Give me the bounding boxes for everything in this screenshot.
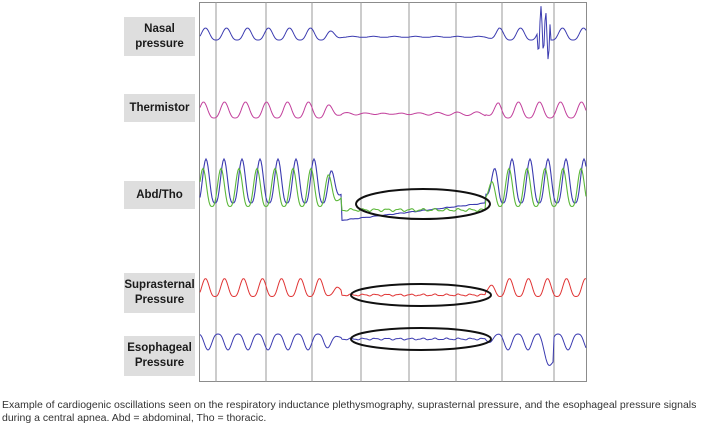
- esophageal-pressure-trace: [199, 333, 587, 366]
- suprasternal-oscillation-ellipse: [350, 283, 492, 307]
- figure-caption: Example of cardiogenic oscillations seen…: [2, 399, 697, 424]
- abd-tho-label: Abd/Tho: [124, 181, 195, 209]
- thoracic-trace: [199, 167, 587, 213]
- esophageal-oscillation-ellipse: [350, 327, 492, 351]
- esophageal-pressure-label: Esophageal Pressure: [124, 336, 195, 376]
- suprasternal-pressure-trace: [199, 278, 586, 298]
- abdominal-trace: [199, 157, 587, 221]
- suprasternal-pressure-label: Suprasternal Pressure: [124, 273, 195, 313]
- polysomnography-traces: [199, 2, 587, 382]
- abd-tho-oscillation-ellipse: [355, 188, 491, 220]
- nasal-pressure-label: Nasal pressure: [124, 17, 195, 56]
- nasal-pressure-trace: [199, 6, 587, 60]
- thermistor-trace: [199, 101, 587, 119]
- thermistor-label: Thermistor: [124, 94, 195, 122]
